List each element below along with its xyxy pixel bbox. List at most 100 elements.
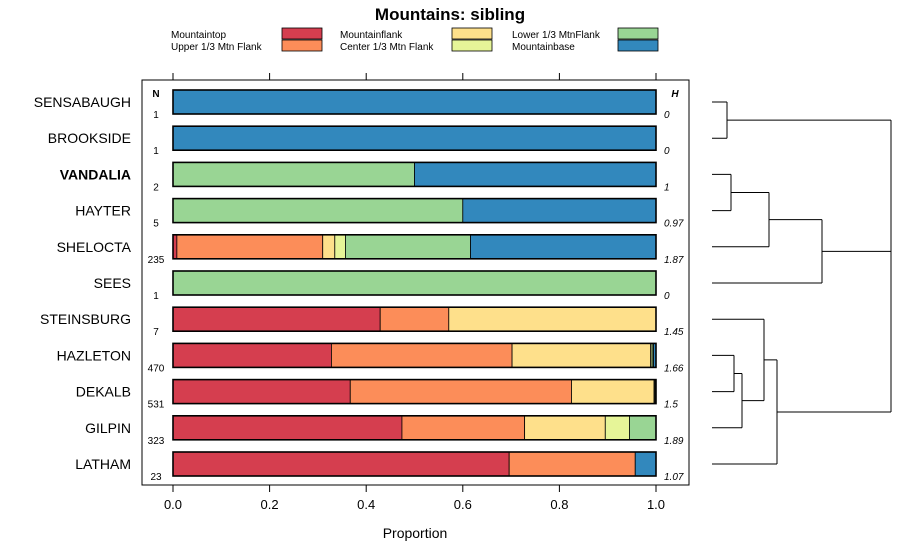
site-label: BROOKSIDE (48, 130, 131, 146)
site-label: SHELOCTA (57, 239, 132, 255)
bar-segment (334, 234, 346, 260)
dendrogram-branches (712, 101, 892, 465)
h-value: 0 (664, 110, 670, 121)
bar-segment (172, 198, 464, 224)
h-value: 1 (664, 182, 670, 193)
n-value: 235 (148, 255, 165, 266)
bar-segment (634, 451, 657, 477)
dendrogram (712, 101, 892, 465)
bar-segment (322, 234, 336, 260)
site-label: GILPIN (85, 420, 131, 436)
n-value: 2 (153, 182, 159, 193)
bar-segment (172, 161, 415, 187)
n-value: 7 (153, 327, 159, 338)
site-label: SEES (94, 275, 131, 291)
site-label: LATHAM (75, 456, 131, 472)
x-tick-label: 1.0 (647, 497, 665, 512)
x-tick-label: 0.0 (164, 497, 182, 512)
bar-outline (172, 451, 657, 477)
bar-outline (172, 270, 657, 296)
bar-segment (414, 161, 657, 187)
bar-segment (508, 451, 636, 477)
h-value: 0 (664, 291, 670, 302)
site-label: HAZLETON (57, 347, 131, 363)
bar-segment (448, 306, 657, 332)
bar-segment (172, 270, 657, 296)
h-header: H (671, 89, 679, 100)
legend-label: Mountaintop (171, 30, 226, 41)
legend: Mountaintop Mountainflank Lower 1/3 MtnFla… (171, 27, 659, 53)
legend-label: Center 1/3 Mtn Flank (340, 42, 434, 53)
legend-swatch (451, 39, 493, 52)
site-label: HAYTER (75, 203, 131, 219)
bar-outline (172, 161, 657, 188)
x-tick-label: 0.6 (454, 497, 472, 512)
legend-swatch (617, 39, 659, 52)
x-tick-label: 0.8 (550, 497, 568, 512)
legend-swatch (281, 27, 323, 40)
bar-segment (172, 125, 657, 151)
plot-frame (141, 79, 690, 486)
legend-swatch (617, 27, 659, 40)
bar-outline (172, 234, 657, 260)
legend-label: Mountainflank (340, 30, 403, 41)
legend-label: Mountainbase (512, 42, 575, 53)
bar-outline (172, 342, 657, 369)
x-axis-title: Proportion (383, 525, 448, 541)
x-tick-label: 0.2 (261, 497, 279, 512)
site-label: STEINSBURG (40, 311, 131, 327)
site-label: DEKALB (76, 384, 131, 400)
bar-segment (349, 379, 572, 405)
n-value: 23 (150, 472, 162, 483)
n-value: 470 (148, 363, 165, 374)
bar-segment (462, 198, 657, 224)
h-value: 1.89 (664, 436, 684, 447)
legend-swatch (281, 39, 323, 52)
bar-outline (172, 197, 657, 224)
bar-segment (470, 234, 657, 260)
n-header: N (152, 89, 159, 100)
bar-segment (345, 234, 471, 260)
bar-segment (176, 234, 324, 260)
h-value: 1.66 (664, 363, 684, 374)
n-value: 1 (153, 110, 159, 121)
bar-segment (511, 342, 652, 368)
bar-segment (172, 342, 332, 368)
site-label: SENSABAUGH (34, 94, 131, 110)
legend-label: Upper 1/3 Mtn Flank (171, 42, 263, 53)
bar-outline (172, 306, 657, 333)
bar-segment (379, 306, 450, 332)
bars-group: SENSABAUGH 1 0 BROOKSIDE 1 0 VANDALIA 2 1 HAYTER 5… (34, 89, 684, 483)
x-tick-label: 0.4 (357, 497, 375, 512)
legend-label: Lower 1/3 MtnFlank (512, 30, 601, 41)
bar-segment (172, 379, 351, 405)
n-value: 1 (153, 146, 159, 157)
x-axis: 0.0 0.2 0.4 0.6 0.8 1.0 (164, 73, 665, 512)
bar-segment (172, 89, 657, 115)
h-value: 1.5 (664, 400, 678, 411)
n-value: 323 (148, 436, 165, 447)
bar-segment (571, 379, 655, 405)
bar-segment (524, 415, 606, 441)
site-label: VANDALIA (60, 166, 131, 182)
h-value: 1.87 (664, 255, 684, 266)
bar-segment (629, 415, 657, 441)
bar-segment (172, 306, 381, 332)
bar-segment (172, 415, 403, 441)
h-value: 1.07 (664, 472, 684, 483)
bar-segment (401, 415, 526, 441)
bar-outline (172, 378, 657, 405)
n-value: 531 (148, 400, 165, 411)
n-value: 1 (153, 291, 159, 302)
bar-outline (172, 89, 657, 115)
bar-outline (172, 125, 657, 151)
bar-segment (331, 342, 513, 368)
n-value: 5 (153, 219, 159, 230)
chart-title: Mountains: sibling (375, 5, 525, 24)
h-value: 1.45 (664, 327, 684, 338)
bar-segment (172, 451, 510, 477)
bar-outline (172, 414, 657, 441)
bar-segment (604, 415, 630, 441)
legend-swatch (451, 27, 493, 40)
